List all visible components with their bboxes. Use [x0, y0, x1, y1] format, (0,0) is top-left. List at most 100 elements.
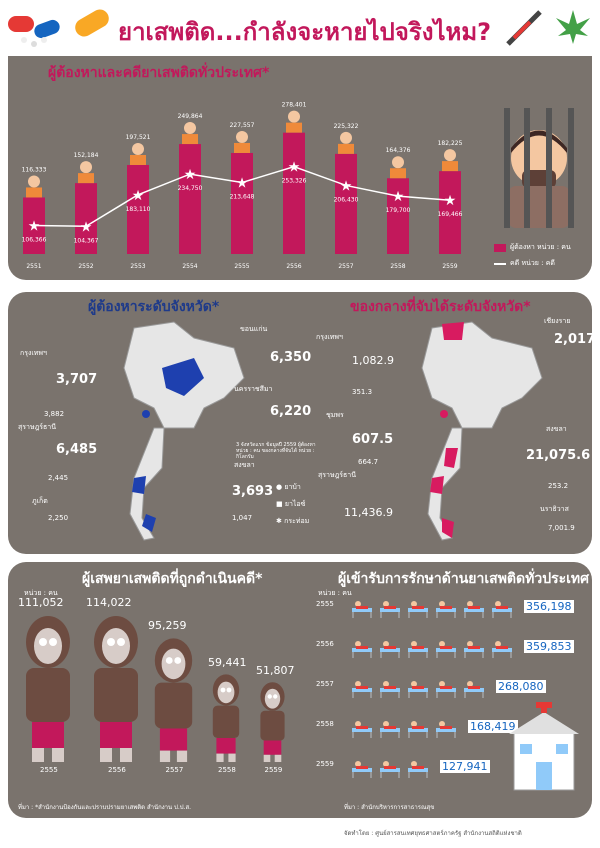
syringe-icon [504, 8, 544, 52]
line-value-label: 104,367 [74, 237, 99, 244]
province-value: 6,350 [270, 350, 312, 365]
bar-value-label: 278,401 [282, 102, 307, 109]
person-icon [132, 142, 144, 155]
pills-icon [4, 6, 114, 54]
person-body [442, 161, 458, 172]
line-value-label: 206,430 [334, 196, 359, 203]
star-marker: ★ [392, 189, 405, 205]
person-body [182, 134, 198, 145]
treatment-count: 168,419 [468, 720, 518, 733]
year-label: 2557 [165, 766, 184, 774]
person-icon [80, 161, 92, 174]
person-icon [236, 130, 248, 143]
hospital-bed-icon [434, 716, 458, 742]
hospital-icon [504, 697, 584, 796]
unit-label-right: หน่วย : คน [318, 589, 352, 597]
province-value: 3,693 [232, 484, 274, 499]
person-body [286, 122, 302, 133]
province-value: 3,882 [44, 410, 65, 418]
hospital-bed-icon [406, 756, 430, 782]
year-label: 2559 [264, 766, 283, 774]
asterisk: * [261, 65, 270, 81]
legend-bar-label: ผู้ต้องหา หน่วย : คน [510, 243, 571, 251]
year-label: 2556 [286, 263, 301, 270]
user-count: 51,807 [256, 663, 295, 677]
bar [179, 144, 201, 254]
person-icon [28, 175, 40, 188]
hospital-bed-icon [378, 636, 402, 662]
province-label: นราธิวาส [540, 505, 569, 513]
province-value: 1,082.9 [352, 354, 394, 367]
footer: จัดทำโดย : ศูนย์สารสนเทศยุทธศาสตร์ภาครัฐ… [0, 820, 600, 848]
star-marker: ★ [340, 178, 353, 194]
province-label: สุราษฎร์ธานี [318, 471, 357, 479]
province-label: นครราชสีมา [234, 385, 273, 393]
year-label: 2551 [26, 263, 41, 270]
bar-value-label: 182,225 [438, 140, 463, 147]
map-legend: ● ยาบ้า ■ ยาไอซ์ ✱ กระท่อม [276, 483, 310, 525]
bar [231, 152, 253, 254]
bar-value-label: 249,864 [178, 113, 203, 120]
year-label: 2559 [442, 263, 457, 270]
line-value-label: 213,648 [230, 194, 255, 201]
year-label: 2553 [130, 263, 145, 270]
province-label: สุราษฎร์ธานี [18, 423, 57, 431]
star-marker: ★ [132, 188, 145, 204]
province-label: สงขลา [546, 425, 567, 433]
section1-title: ผู้ต้องหาและคดียาเสพติดทั่วประเทศ [48, 65, 262, 81]
year-label: 2557 [316, 680, 334, 688]
hospital-bed-icon [490, 636, 514, 662]
treatment-rows: 2555 356,198 2556 359,853 2557 268,080 2558 168… [308, 562, 592, 792]
province-value: 11,436.9 [344, 506, 393, 519]
hospital-bed-icon [350, 756, 374, 782]
bar [283, 132, 305, 254]
province-value: 3,707 [56, 372, 98, 387]
hospital-bed-icon [350, 716, 374, 742]
province-value: 2,445 [48, 474, 69, 482]
users-figures: 111,052 2555 114,022 2556 95,259 2557 59,441 25… [8, 562, 308, 792]
treatment-count: 359,853 [524, 640, 574, 653]
province-label: สงขลา [234, 461, 255, 469]
year-label: 2558 [218, 766, 236, 774]
province-value: 664.7 [358, 458, 379, 466]
line-value-label: 183,110 [126, 206, 151, 213]
star-marker: ★ [184, 167, 197, 183]
drug-user-figure [256, 680, 289, 762]
province-value: 21,075.6 [526, 448, 591, 463]
source-right: ที่มา : สำนักบริหารการสาธารณสุข [344, 804, 435, 811]
drug-user-figure [18, 612, 78, 762]
person-icon [392, 156, 404, 169]
year-label: 2557 [338, 263, 353, 270]
province-section: ผู้ต้องหาระดับจังหวัด* ของกลางที่จับได้ร… [8, 292, 600, 554]
hospital-bed-icon [406, 716, 430, 742]
cannabis-leaf-icon [552, 6, 594, 52]
hospital-bed-icon [378, 756, 402, 782]
hospital-bed-icon [434, 676, 458, 702]
unit-label-left: หน่วย : คน [24, 589, 58, 597]
year-label: 2558 [316, 720, 334, 728]
section3-right-title: ผู้เข้ารับการรักษาด้านยาเสพติดทั่วประเทศ [338, 571, 590, 587]
hospital-bed-icon [490, 596, 514, 622]
suspects-cases-chart: 116,333 2551 152,184 2552 197,521 2553 249,864… [22, 102, 463, 270]
province-value: 6,220 [270, 404, 312, 419]
bar [75, 183, 97, 254]
source-left: ที่มา : *สำนักงานป้องกันและปราบปรามยาเสพ… [18, 804, 192, 811]
legend-line-label: คดี หน่วย : คดี [510, 259, 555, 267]
province-label: ขอนแก่น [240, 325, 268, 333]
person-icon [288, 110, 300, 123]
province-value: 253.2 [548, 482, 569, 490]
bar-value-label: 116,333 [22, 166, 47, 173]
bar-value-label: 164,376 [386, 147, 411, 154]
drug-user-figure [86, 612, 146, 762]
province-value: 607.5 [352, 432, 394, 447]
asterisk: * [255, 571, 263, 587]
treatment-count: 127,941 [440, 760, 490, 773]
hospital-bed-icon [350, 596, 374, 622]
hospital-bed-icon [406, 636, 430, 662]
map-note: 3 จังหวัดแรก ข้อมูลปี 2559 ผู้ต้องหา หน่… [236, 442, 316, 460]
year-label: 2555 [40, 766, 58, 774]
hospital-bed-icon [378, 716, 402, 742]
section3-left-title: ผู้เสพยาเสพติดที่ถูกดำเนินคดี [82, 571, 256, 587]
bar-value-label: 227,557 [230, 122, 255, 129]
person-icon [444, 149, 456, 162]
